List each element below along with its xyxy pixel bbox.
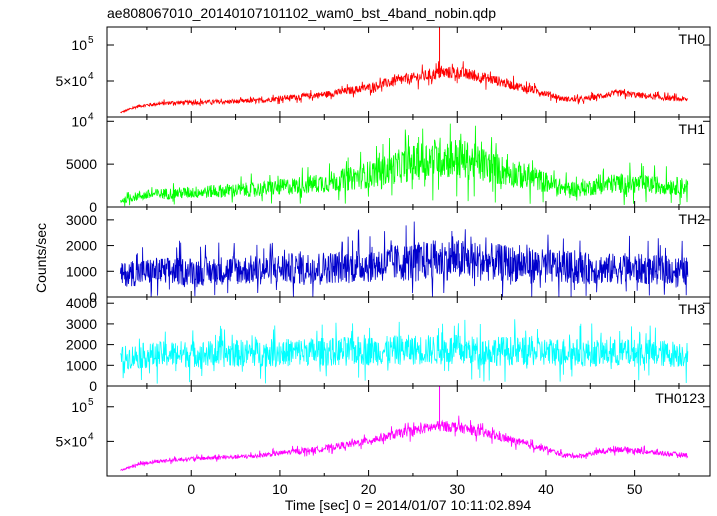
panel-th2: 0 1000 2000 3000 TH2 <box>66 206 711 305</box>
panel-th3: 0 1000 2000 3000 4000 TH3 <box>66 295 711 394</box>
y-tick-label: 5×10 <box>55 73 87 89</box>
series-line-th1 <box>120 123 689 207</box>
y-tick-label: 5×10 <box>55 433 87 449</box>
y-tick-label-exponent: 5 <box>88 397 94 408</box>
x-tick-label: 10 <box>272 481 288 497</box>
y-tick-label-exponent: 4 <box>88 111 94 122</box>
x-tick-label: 30 <box>449 481 465 497</box>
y-tick-label: 0 <box>89 378 97 394</box>
panel-frame <box>106 385 711 477</box>
panel-label-th3: TH3 <box>679 301 706 317</box>
x-tick-label: 50 <box>627 481 643 497</box>
panel-label-th1: TH1 <box>679 121 706 137</box>
x-tick-label: 40 <box>538 481 554 497</box>
series-line-th2 <box>119 221 689 297</box>
y-tick-label: 0 <box>89 289 97 305</box>
y-tick-label: 0 <box>89 199 97 215</box>
x-tick-label: 20 <box>361 481 377 497</box>
series-line-th0 <box>120 61 689 114</box>
y-tick-label: 4000 <box>66 295 97 311</box>
y-tick-label: 10 <box>71 37 87 53</box>
x-axis-ticks: 0 10 20 30 40 50 <box>187 481 642 497</box>
y-tick-label: 2000 <box>66 337 97 353</box>
panel-label-th0123: TH0123 <box>655 390 705 406</box>
panel-th1: 0 5000 10 4 TH1 <box>66 111 711 215</box>
x-tick-label: 0 <box>187 481 195 497</box>
y-tick-label-exponent: 4 <box>88 431 94 442</box>
panel-label-th0: TH0 <box>679 31 706 47</box>
y-tick-label-exponent: 4 <box>88 71 94 82</box>
y-tick-label: 5000 <box>66 156 97 172</box>
chart-title: ae808067010_20140107101102_wam0_bst_4ban… <box>107 5 496 21</box>
y-tick-label: 1000 <box>66 357 97 373</box>
series-line-th3 <box>120 319 689 384</box>
y-tick-label-exponent: 5 <box>88 35 94 46</box>
y-tick-label: 3000 <box>66 316 97 332</box>
y-axis-label: Counts/sec <box>33 223 49 293</box>
y-tick-label: 2000 <box>66 238 97 254</box>
y-tick-label: 1000 <box>66 263 97 279</box>
y-tick-label: 3000 <box>66 212 97 228</box>
series-line-th0123 <box>120 415 689 471</box>
y-tick-label: 10 <box>71 399 87 415</box>
panel-label-th2: TH2 <box>679 211 706 227</box>
y-tick-label: 10 <box>71 113 87 129</box>
x-axis-label: Time [sec] 0 = 2014/01/07 10:11:02.894 <box>285 497 532 513</box>
